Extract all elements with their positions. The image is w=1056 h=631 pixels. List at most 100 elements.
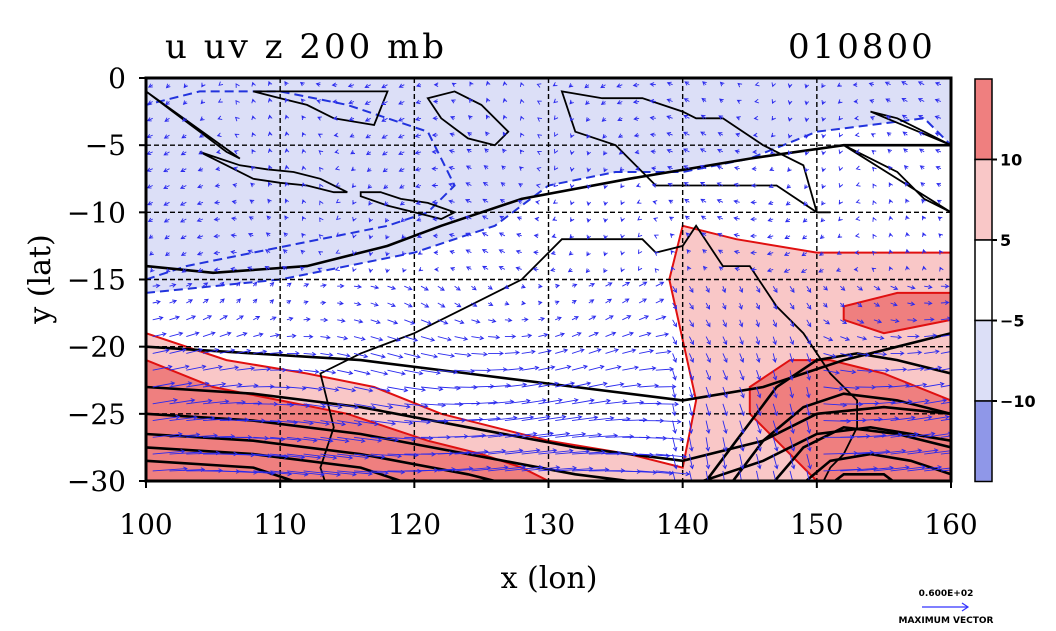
wind-vector-725 (219, 331, 232, 338)
wind-vector-950 (772, 403, 779, 417)
wind-vector-433 (148, 234, 154, 239)
wind-vector-396 (335, 215, 341, 221)
coastline-6 (146, 90, 241, 160)
wind-vector-343 (249, 199, 255, 204)
wind-vector-84 (736, 99, 742, 104)
wind-vector-901 (756, 386, 762, 399)
wind-vector-402 (432, 216, 438, 222)
colorbar-tick-label-2: 5 (1000, 231, 1011, 250)
wind-vector-163 (449, 132, 455, 137)
wind-vector-529 (150, 267, 155, 273)
wind-vector-839 (521, 365, 540, 371)
wind-vector-843 (588, 364, 605, 371)
wind-vector-831 (387, 369, 406, 376)
wind-vector-472 (802, 235, 808, 240)
wind-vector-628 (202, 298, 209, 304)
wind-vector-415 (653, 217, 658, 222)
wind-vector-269 (619, 166, 625, 172)
wind-vector-274 (699, 165, 707, 170)
wind-vector-37 (754, 81, 760, 87)
wind-vector-348 (335, 198, 341, 204)
wind-vector-124 (601, 117, 607, 122)
wind-vector-958 (907, 398, 930, 405)
wind-vector-414 (637, 216, 642, 221)
wind-vector-182 (770, 132, 776, 138)
height-contour-4 (146, 412, 951, 481)
wind-vector-767 (924, 333, 938, 338)
wind-vector-148 (198, 133, 204, 138)
wind-vector-865 (152, 381, 176, 388)
wind-vector-816 (940, 351, 951, 354)
vector-key-arrowhead (961, 602, 970, 612)
wind-vector-715 (856, 319, 865, 324)
wind-vector-600 (538, 283, 543, 289)
wind-vector-176 (666, 132, 673, 137)
wind-vector-730 (303, 334, 314, 339)
wind-vector-1056 (940, 435, 951, 438)
wind-vector-232 (804, 150, 810, 156)
wind-vector-332 (872, 183, 877, 189)
wind-vector-748 (605, 331, 617, 338)
wind-vector-1044 (739, 437, 745, 452)
wind-vector-234 (838, 149, 844, 155)
wind-vector-120 (537, 117, 542, 122)
wind-vector-495 (385, 251, 390, 257)
wind-vector-977 (420, 418, 449, 424)
wind-vector-562 (702, 265, 708, 271)
wind-vector-1095 (789, 453, 796, 470)
wind-vector-678 (236, 315, 244, 321)
wind-vector-750 (638, 331, 652, 338)
wind-vector-744 (538, 332, 549, 338)
wind-vector-634 (303, 300, 309, 305)
wind-vector-672 (940, 300, 950, 305)
wind-vector-671 (924, 300, 933, 306)
coastline-4 (359, 191, 457, 220)
wind-vector-701 (622, 315, 632, 321)
wind-vector-282 (838, 166, 844, 172)
wind-vector-669 (890, 302, 898, 307)
wind-vector-425 (820, 217, 826, 223)
wind-vector-670 (907, 301, 916, 307)
wind-vector-311 (518, 183, 524, 188)
wind-vector-651 (588, 299, 595, 304)
wind-vector-456 (533, 233, 539, 239)
wind-vector-243 (180, 167, 187, 172)
wind-vector-858 (840, 369, 857, 375)
wind-vector-357 (482, 198, 489, 203)
wind-vector-547 (450, 267, 455, 272)
wind-vector-178 (700, 131, 707, 136)
wind-vector-1053 (890, 431, 920, 438)
wind-vector-509 (620, 250, 625, 256)
wind-vector-115 (450, 115, 455, 121)
wind-vector-245 (215, 166, 221, 172)
wind-vector-393 (284, 215, 289, 221)
wind-vector-15 (381, 84, 388, 89)
wind-vector-1152 (940, 469, 951, 472)
wind-vector-492 (335, 249, 341, 254)
wind-vector-439 (247, 233, 254, 238)
wind-vector-8 (268, 80, 273, 86)
wind-vector-424 (802, 218, 808, 223)
wind-vector-326 (768, 183, 774, 188)
wind-vector-948 (739, 403, 745, 417)
wind-vector-1094 (772, 453, 779, 470)
colorbar: 10 5 −5 −10 (974, 78, 1036, 483)
wind-vector-407 (516, 216, 522, 221)
wind-vector-756 (739, 336, 744, 346)
height-contour-12 (832, 473, 896, 481)
wind-vector-39 (787, 83, 793, 89)
wind-vector-881 (420, 386, 444, 392)
wind-vector-365 (620, 200, 625, 206)
wind-vector-158 (365, 134, 371, 139)
coastline-8 (843, 144, 951, 214)
wind-vector-782 (370, 352, 386, 359)
wind-vector-888 (538, 381, 560, 388)
wind-vector-785 (420, 352, 439, 359)
wind-vector-802 (705, 353, 711, 363)
wind-vector-207 (382, 151, 388, 156)
wind-vector-526 (905, 248, 910, 254)
wind-vector-25 (552, 82, 558, 87)
wind-vector-361 (552, 199, 558, 204)
wind-vector-747 (588, 331, 599, 338)
wind-vector-1115 (320, 470, 357, 477)
